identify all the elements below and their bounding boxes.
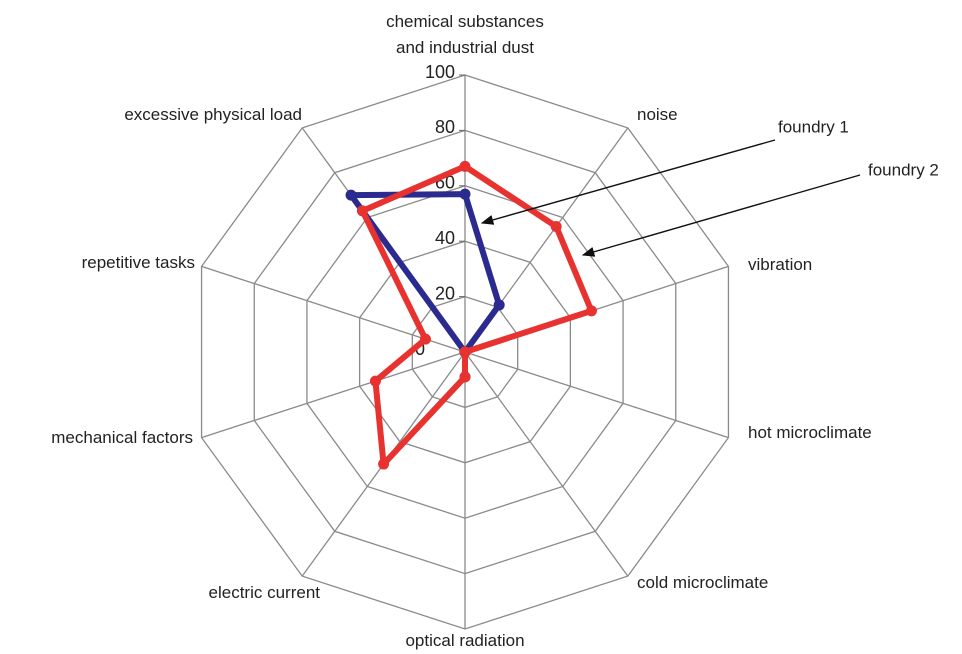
r-tick-label: 20 <box>435 283 455 303</box>
r-tick-label: 100 <box>425 62 455 82</box>
annotation-arrow <box>581 174 861 257</box>
r-tick-label: 40 <box>435 228 455 248</box>
category-label: vibration <box>748 255 813 274</box>
series-line <box>359 163 595 468</box>
spoke <box>201 351 466 439</box>
series-marker <box>378 458 390 470</box>
r-tick-label: 0 <box>415 339 425 359</box>
category-label: electric current <box>208 583 320 602</box>
category-label: noise <box>637 105 678 124</box>
category-label: repetitive tasks <box>81 253 195 272</box>
series-marker <box>459 371 471 383</box>
category-label: hot microclimate <box>748 423 872 442</box>
category-label: optical radiation <box>405 631 525 650</box>
series-marker <box>419 333 431 345</box>
series-marker <box>459 346 471 358</box>
category-label: chemical substances and industrial dust <box>386 12 544 57</box>
r-tick-label: 80 <box>435 117 455 137</box>
annotation-arrow <box>480 139 776 225</box>
series-marker <box>585 305 597 317</box>
series-marker <box>550 221 562 233</box>
series-marker <box>345 189 357 201</box>
series-marker <box>369 375 381 387</box>
series-marker <box>459 160 471 172</box>
series-marker <box>493 299 505 311</box>
series-label: foundry 1 <box>778 117 849 136</box>
category-label: cold microclimate <box>637 573 769 592</box>
series-marker <box>459 188 471 200</box>
series-label: foundry 2 <box>868 160 939 179</box>
category-label: excessive physical load <box>124 105 302 124</box>
spoke <box>464 351 629 577</box>
spoke <box>464 351 729 439</box>
category-label: mechanical factors <box>51 428 193 447</box>
series-marker <box>356 205 368 217</box>
